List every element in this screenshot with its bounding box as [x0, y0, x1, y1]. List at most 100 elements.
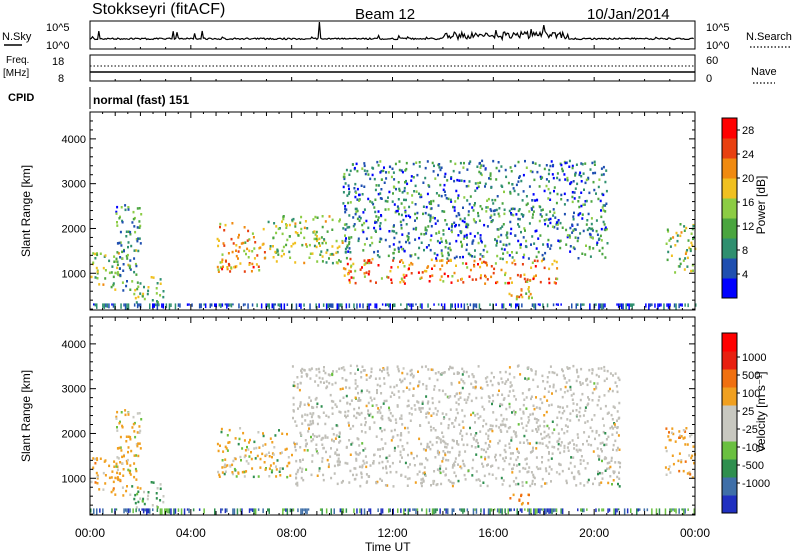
echo-cell: [576, 403, 579, 406]
echo-cell: [286, 432, 288, 436]
near-range-cell: [156, 508, 159, 512]
echo-cell: [569, 419, 572, 422]
near-range-cell: [504, 508, 506, 514]
echo-cell: [217, 268, 220, 272]
near-range-cell: [99, 508, 101, 513]
near-range-cell: [339, 508, 342, 513]
echo-cell: [571, 164, 574, 168]
echo-cell: [475, 470, 478, 473]
nave-tick-high: 60: [706, 55, 718, 67]
echo-cell: [689, 249, 692, 253]
near-range-cell: [332, 303, 334, 308]
near-range-cell: [437, 303, 440, 306]
echo-cell: [603, 365, 606, 369]
echo-cell: [361, 229, 364, 232]
echo-cell: [575, 444, 578, 447]
near-range-cell: [342, 508, 345, 514]
echo-cell: [353, 166, 356, 170]
near-range-cell: [254, 508, 257, 515]
echo-cell: [555, 223, 558, 226]
echo-cell: [429, 425, 432, 429]
echo-cell: [427, 400, 430, 403]
echo-cell: [379, 160, 382, 163]
echo-cell: [497, 442, 500, 445]
echo-cell: [363, 185, 366, 188]
echo-cell: [474, 189, 477, 192]
echo-cell: [553, 259, 556, 263]
echo-cell: [447, 251, 450, 255]
echo-cell: [547, 458, 550, 462]
echo-cell: [485, 206, 488, 209]
echo-cell: [591, 161, 594, 165]
echo-cell: [442, 470, 445, 473]
echo-cell: [133, 454, 136, 457]
echo-cell: [416, 173, 419, 177]
echo-cell: [442, 229, 445, 232]
echo-cell: [360, 411, 363, 415]
near-range-cell: [369, 303, 372, 306]
echo-cell: [438, 241, 441, 245]
echo-cell: [486, 278, 489, 281]
echo-cell: [504, 456, 507, 459]
echo-cell: [325, 386, 328, 390]
echo-cell: [616, 446, 619, 450]
echo-cell: [517, 423, 520, 426]
near-range-cell: [161, 508, 163, 515]
echo-cell: [426, 458, 429, 462]
echo-cell: [504, 273, 506, 277]
echo-cell: [691, 244, 694, 247]
echo-cell: [589, 168, 592, 171]
echo-cell: [566, 418, 569, 421]
echo-cell: [604, 228, 607, 232]
echo-cell: [617, 434, 620, 437]
echo-cell: [509, 277, 512, 280]
echo-cell: [137, 295, 140, 299]
echo-cell: [129, 268, 132, 271]
echo-cell: [573, 447, 576, 450]
near-range-cell: [111, 303, 113, 306]
echo-cell: [690, 433, 693, 436]
echo-cell: [219, 261, 222, 264]
echo-cell: [127, 263, 130, 267]
echo-cell: [301, 243, 304, 247]
echo-cell: [511, 411, 513, 414]
echo-cell: [338, 259, 340, 262]
x-tick-label: 20:00: [579, 526, 609, 540]
echo-cell: [396, 434, 399, 437]
echo-cell: [253, 257, 256, 260]
echo-cell: [424, 449, 427, 452]
near-range-cell: [268, 303, 270, 309]
echo-cell: [463, 414, 466, 418]
echo-cell: [521, 392, 524, 395]
echo-cell: [448, 451, 451, 454]
echo-cell: [137, 249, 140, 253]
echo-cell: [548, 168, 551, 172]
echo-cell: [456, 440, 458, 443]
near-range-cell: [153, 303, 155, 308]
near-range-cell: [192, 508, 195, 512]
echo-cell: [243, 226, 246, 229]
echo-cell: [303, 236, 306, 240]
echo-cell: [356, 169, 359, 173]
echo-cell: [553, 428, 556, 431]
echo-cell: [328, 374, 331, 377]
echo-cell: [300, 215, 303, 219]
echo-cell: [461, 367, 464, 371]
echo-cell: [436, 378, 439, 382]
echo-cell: [467, 184, 470, 188]
echo-cell: [582, 459, 585, 462]
near-range-cell: [330, 508, 332, 515]
echo-cell: [518, 463, 521, 466]
colorbar-swatch: [722, 423, 737, 442]
echo-cell: [553, 371, 556, 375]
echo-cell: [339, 411, 342, 414]
echo-cell: [530, 207, 533, 210]
echo-cell: [571, 231, 574, 234]
near-range-cell: [598, 303, 600, 311]
echo-cell: [421, 365, 424, 369]
echo-cell: [571, 191, 574, 194]
near-range-cell: [307, 508, 310, 511]
echo-cell: [341, 387, 344, 390]
echo-cell: [387, 276, 390, 279]
echo-cell: [474, 249, 476, 252]
